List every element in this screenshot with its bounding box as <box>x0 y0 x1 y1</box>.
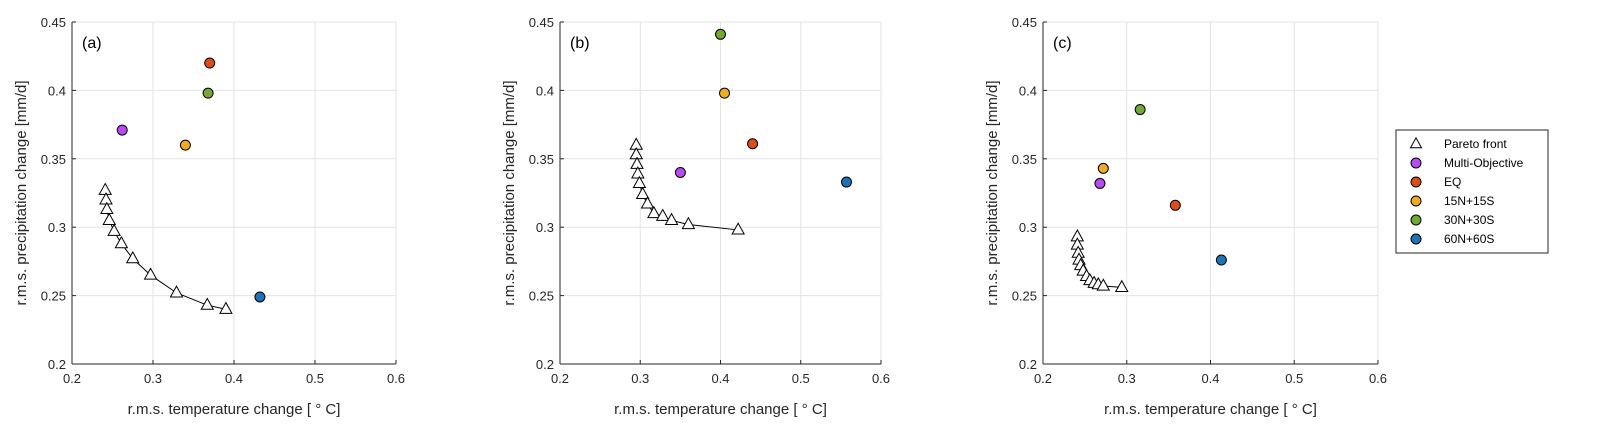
pareto-front-marker <box>1114 279 1129 292</box>
y-tick-label: 0.4 <box>1019 83 1037 98</box>
legend-label: Pareto front <box>1444 137 1507 151</box>
panel-c: 0.2 0.3 0.4 0.5 0.6 0.2 0.25 0.3 0.35 0.4 0.45 r.m.… <box>984 15 1387 418</box>
x-tick-label: 0.2 <box>63 371 81 386</box>
point-eq <box>1169 199 1181 211</box>
legend-label: 30N+30S <box>1444 213 1494 227</box>
x-tick-label: 0.2 <box>1034 371 1052 386</box>
legend-label: EQ <box>1444 175 1461 189</box>
pareto-front-marker <box>114 235 129 249</box>
pareto-front-marker <box>664 212 679 225</box>
legend-marker-60n-60s <box>1410 233 1422 245</box>
legend-marker-eq <box>1410 176 1422 188</box>
y-tick-label: 0.2 <box>536 357 554 372</box>
x-tick-label: 0.5 <box>306 371 324 386</box>
point-15n-15s <box>179 139 191 151</box>
pareto-front-marker <box>681 216 696 230</box>
panel-label: (a) <box>82 35 102 52</box>
y-tick-label: 0.45 <box>1012 15 1037 30</box>
y-tick-label: 0.25 <box>41 289 66 304</box>
y-tick-label: 0.25 <box>529 289 554 304</box>
x-axis-label: r.m.s. temperature change [ ° C] <box>614 401 827 418</box>
pareto-front-marker <box>143 267 158 280</box>
pareto-front-marker <box>98 182 113 195</box>
panel-b: 0.2 0.3 0.4 0.5 0.6 0.2 0.25 0.3 0.35 0.4 0.45 r.m.… <box>501 15 890 418</box>
y-tick-label: 0.4 <box>536 83 554 98</box>
pareto-front-line <box>104 190 227 310</box>
x-axis-label: r.m.s. temperature change [ ° C] <box>1104 401 1317 418</box>
y-tick-label: 0.35 <box>41 152 66 167</box>
x-tick-label: 0.5 <box>792 371 810 386</box>
pareto-front-marker <box>630 166 645 179</box>
point-eq <box>747 138 759 150</box>
point-30n-30s <box>1134 104 1146 116</box>
point-30n-30s <box>202 87 214 99</box>
pareto-front-marker <box>169 285 184 298</box>
legend: Pareto front Multi-Objective EQ 15N+15S 30N+… <box>1395 129 1549 254</box>
x-tick-label: 0.4 <box>1201 371 1219 386</box>
pareto-front-marker <box>635 186 650 199</box>
y-tick-label: 0.3 <box>536 220 554 235</box>
point-multi-objective <box>116 124 128 136</box>
x-tick-label: 0.4 <box>225 371 243 386</box>
legend-marker-multi-objective <box>1410 157 1422 169</box>
pareto-front-marker <box>107 223 121 236</box>
x-tick-label: 0.3 <box>1118 371 1136 386</box>
pareto-front-marker <box>655 208 670 221</box>
legend-label: Multi-Objective <box>1444 156 1524 170</box>
point-15n-15s <box>1097 162 1109 174</box>
pareto-front-marker <box>640 196 655 209</box>
y-tick-label: 0.45 <box>529 15 554 30</box>
y-tick-label: 0.45 <box>41 15 66 30</box>
pareto-front-marker <box>632 175 647 189</box>
pareto-front-marker <box>99 201 114 215</box>
legend-marker-pareto-front <box>1409 136 1423 149</box>
legend-label: 15N+15S <box>1444 194 1494 208</box>
point-eq <box>204 57 216 69</box>
y-tick-label: 0.2 <box>1019 357 1037 372</box>
point-60n-60s <box>1215 254 1227 266</box>
pareto-front-marker <box>102 212 117 225</box>
y-tick-label: 0.35 <box>1012 152 1037 167</box>
legend-marker-30n-30s <box>1410 214 1422 226</box>
y-tick-label: 0.2 <box>48 357 66 372</box>
point-15n-15s <box>719 87 731 99</box>
pareto-front-marker <box>125 250 140 264</box>
point-multi-objective <box>674 166 686 178</box>
pareto-front-marker <box>200 297 215 310</box>
x-tick-label: 0.3 <box>144 371 162 386</box>
pareto-front-marker <box>1096 278 1111 291</box>
point-multi-objective <box>1094 177 1106 189</box>
x-axis-label: r.m.s. temperature change [ ° C] <box>128 401 341 418</box>
point-60n-60s <box>840 176 852 188</box>
y-tick-label: 0.35 <box>529 152 554 167</box>
x-tick-label: 0.4 <box>711 371 729 386</box>
point-60n-60s <box>254 291 266 303</box>
x-tick-label: 0.2 <box>551 371 569 386</box>
x-tick-label: 0.6 <box>1369 371 1387 386</box>
point-30n-30s <box>715 28 726 40</box>
x-tick-label: 0.3 <box>631 371 649 386</box>
y-tick-label: 0.25 <box>1012 289 1037 304</box>
panel-label: (c) <box>1053 35 1072 52</box>
y-tick-label: 0.4 <box>48 83 66 98</box>
x-tick-label: 0.6 <box>872 371 890 386</box>
panel-a: 0.2 0.3 0.4 0.5 0.6 0.2 0.25 0.3 0.35 0.4 0.45 r.m.… <box>13 15 405 418</box>
legend-box <box>1395 129 1549 254</box>
legend-label: 60N+60S <box>1444 232 1494 246</box>
y-axis-label: r.m.s. precipitation change [mm/d] <box>501 80 518 305</box>
y-axis-label: r.m.s. precipitation change [mm/d] <box>984 80 1001 305</box>
pareto-front-marker <box>731 222 746 235</box>
x-tick-label: 0.5 <box>1285 371 1303 386</box>
x-tick-label: 0.6 <box>387 371 405 386</box>
y-tick-label: 0.3 <box>48 220 66 235</box>
pareto-front-marker <box>647 205 661 219</box>
pareto-front-marker <box>219 301 233 314</box>
legend-marker-15n-15s <box>1410 195 1422 207</box>
panel-label: (b) <box>570 35 590 52</box>
y-tick-label: 0.3 <box>1019 220 1037 235</box>
y-axis-label: r.m.s. precipitation change [mm/d] <box>13 80 30 305</box>
